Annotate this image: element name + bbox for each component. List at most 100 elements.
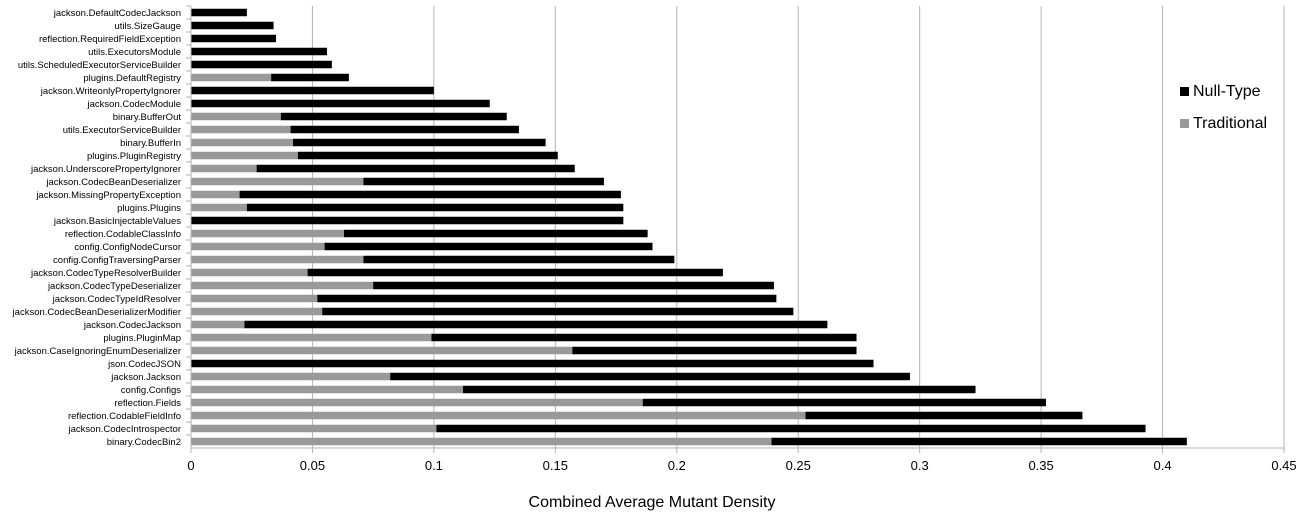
y-category-label: jackson.CodecJackson: [83, 320, 181, 331]
bar-segment-traditional: [191, 437, 772, 446]
y-category-label: jackson.CodecBeanDeserializer: [45, 177, 181, 188]
bars: [191, 8, 1187, 446]
y-category-label: utils.SizeGauge: [114, 21, 181, 32]
y-category-label: jackson.WriteonlyPropertyIgnorer: [40, 86, 181, 97]
bar-segment-null-type: [293, 138, 546, 147]
bar-segment-null-type: [805, 411, 1083, 420]
bar-segment-null-type: [280, 112, 507, 121]
bar-segment-null-type: [322, 307, 794, 316]
y-category-label: reflection.CodableClassInfo: [65, 229, 181, 240]
y-category-label: binary.CodecBin2: [107, 437, 181, 448]
bar-segment-traditional: [191, 385, 464, 394]
x-tick-label: 0.45: [1271, 458, 1296, 473]
bar-segment-null-type: [363, 255, 675, 264]
y-category-label: plugins.PluginRegistry: [87, 151, 181, 162]
bar-segment-traditional: [191, 229, 345, 238]
x-tick-label: 0: [187, 458, 194, 473]
bar-segment-traditional: [191, 203, 247, 212]
bar-segment-traditional: [191, 333, 432, 342]
y-category-label: plugins.PluginMap: [103, 333, 181, 344]
x-tick-label: 0.05: [300, 458, 325, 473]
legend: Null-Type Traditional: [1180, 83, 1267, 132]
bar-segment-null-type: [290, 125, 519, 134]
bar-segment-null-type: [642, 398, 1046, 407]
x-tick-label: 0.4: [1154, 458, 1172, 473]
bar-segment-null-type: [297, 151, 558, 160]
bar-segment-null-type: [239, 190, 621, 199]
bar-segment-null-type: [246, 203, 624, 212]
bar-segment-traditional: [191, 164, 257, 173]
bar-segment-null-type: [191, 60, 332, 69]
bar-segment-null-type: [191, 47, 328, 56]
y-category-label: jackson.UnderscorePropertyIgnorer: [30, 164, 181, 175]
bar-segment-null-type: [324, 242, 653, 251]
y-category-label: plugins.DefaultRegistry: [83, 73, 181, 84]
bar-segment-null-type: [363, 177, 604, 186]
y-category-label: reflection.CodableFieldInfo: [68, 411, 181, 422]
bar-segment-null-type: [256, 164, 575, 173]
bar-segment-traditional: [191, 190, 240, 199]
bar-segment-null-type: [373, 281, 774, 290]
bar-segment-traditional: [191, 411, 806, 420]
bar-segment-null-type: [463, 385, 976, 394]
bar-segment-null-type: [390, 372, 910, 381]
bar-segment-null-type: [191, 86, 434, 95]
bar-segment-null-type: [271, 73, 349, 82]
bar-segment-traditional: [191, 320, 245, 329]
y-category-label: jackson.CodecBeanDeserializerModifier: [12, 307, 181, 318]
y-category-label: utils.ExecutorsModule: [88, 47, 181, 58]
axes: 0 0.05 0.1 0.15 0.2 0.25 0.3 0.35 0.4 0.45 jackson…: [12, 5, 1297, 473]
y-category-label: config.ConfigNodeCursor: [74, 242, 181, 253]
bar-segment-traditional: [191, 242, 325, 251]
x-axis-title: Combined Average Mutant Density: [529, 494, 776, 511]
bar-segment-traditional: [191, 372, 391, 381]
bar-segment-null-type: [572, 346, 857, 355]
y-category-label: jackson.CodecTypeDeserializer: [47, 281, 181, 292]
bar-segment-null-type: [771, 437, 1187, 446]
y-category-label: jackson.CodecTypeIdResolver: [52, 294, 181, 305]
bar-segment-traditional: [191, 398, 643, 407]
bar-segment-traditional: [191, 307, 323, 316]
grid: [311, 6, 1285, 448]
legend-label: Null-Type: [1193, 83, 1261, 100]
bar-segment-null-type: [191, 8, 247, 17]
bar-segment-null-type: [307, 268, 723, 277]
bar-segment-traditional: [191, 73, 272, 82]
bar-segment-traditional: [191, 281, 374, 290]
y-category-label: binary.BufferIn: [120, 138, 181, 149]
y-category-label: config.ConfigTraversingParser: [53, 255, 181, 266]
x-tick-label: 0.35: [1028, 458, 1053, 473]
bar-segment-traditional: [191, 268, 308, 277]
bar-segment-traditional: [191, 255, 364, 264]
bar-segment-traditional: [191, 346, 573, 355]
bar-segment-null-type: [431, 333, 857, 342]
bar-segment-null-type: [191, 34, 277, 43]
bar-segment-null-type: [191, 99, 490, 108]
bar-segment-null-type: [244, 320, 828, 329]
x-tick-label: 0.25: [786, 458, 811, 473]
x-tick-label: 0.3: [911, 458, 929, 473]
y-category-label: jackson.CodecIntrospector: [68, 424, 181, 435]
bar-segment-null-type: [317, 294, 777, 303]
y-category-label: jackson.BasicInjectableValues: [53, 216, 181, 227]
y-category-label: plugins.Plugins: [117, 203, 181, 214]
bar-segment-null-type: [344, 229, 648, 238]
y-category-label: json.CodecJSON: [107, 359, 181, 370]
bar-segment-traditional: [191, 424, 437, 433]
x-tick-label: 0.2: [668, 458, 686, 473]
bar-segment-traditional: [191, 177, 364, 186]
y-category-label: reflection.RequiredFieldException: [39, 34, 181, 45]
y-category-label: reflection.Fields: [114, 398, 181, 409]
bar-segment-null-type: [191, 21, 274, 30]
y-category-label: jackson.CodecTypeResolverBuilder: [30, 268, 181, 279]
legend-swatch: [1180, 87, 1189, 96]
legend-swatch: [1180, 119, 1189, 128]
bar-segment-traditional: [191, 151, 298, 160]
y-category-label: binary.BufferOut: [113, 112, 182, 123]
bar-segment-null-type: [436, 424, 1146, 433]
y-category-label: jackson.CaseIgnoringEnumDeserializer: [14, 346, 181, 357]
y-category-label: config.Configs: [121, 385, 181, 396]
bar-segment-null-type: [191, 216, 624, 225]
bar-segment-traditional: [191, 294, 318, 303]
